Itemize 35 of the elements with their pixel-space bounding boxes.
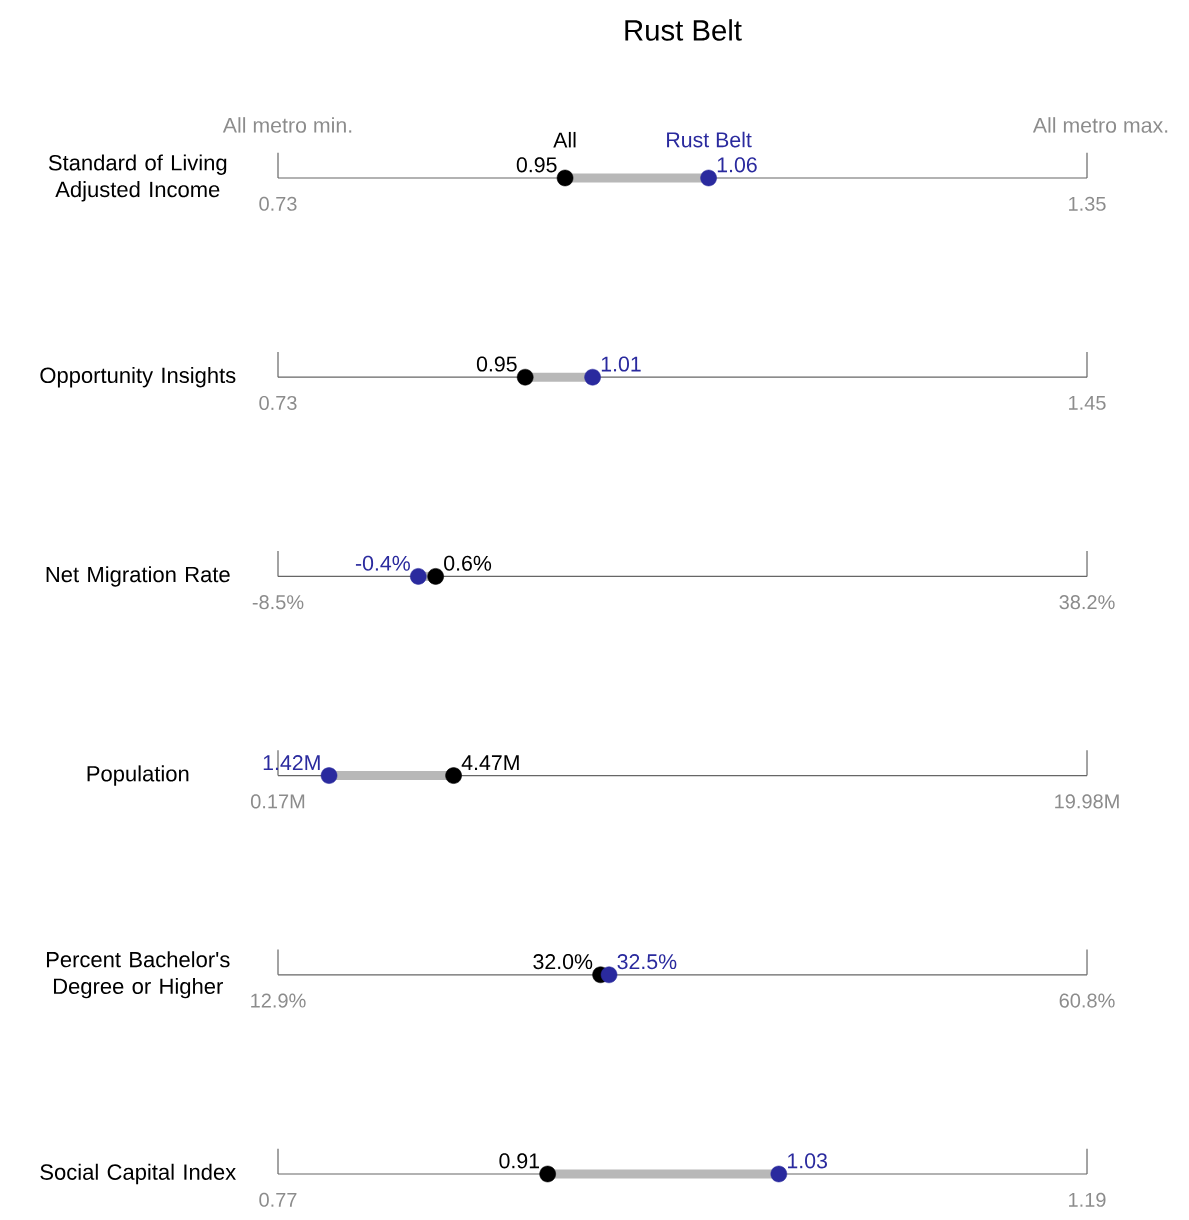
data-label: 0.95 (476, 356, 517, 372)
x-tick-label: 1.35 (1069, 196, 1106, 211)
annotation: All metro max. (1032, 117, 1168, 133)
data-label: 0.91 (499, 1153, 540, 1169)
x-tick-label: 0.73 (259, 196, 297, 211)
data-label: 4.47M (461, 755, 519, 770)
data-label: 1.03 (788, 1153, 827, 1169)
y-tick-label: Standard of Living Adjusted Income (48, 154, 227, 202)
y-tick-label: Population (87, 765, 189, 786)
data-label: 0.95 (516, 157, 557, 173)
y-tick-label: Percent Bachelor's Degree or Higher (47, 951, 230, 999)
data-label: 32.5% (617, 954, 677, 970)
x-tick-label: -8.5% (252, 595, 304, 610)
x-tick-label: 1.19 (1069, 1192, 1106, 1207)
y-tick-label: Net Migration Rate (46, 566, 230, 587)
series-label: All (553, 131, 576, 148)
series-label: Rust Belt (667, 131, 752, 148)
data-label: 1.01 (601, 356, 641, 372)
y-tick-label: Social Capital Index (40, 1163, 236, 1185)
data-label: -0.4% (355, 555, 410, 571)
x-tick-label: 19.98M (1055, 794, 1119, 809)
x-tick-label: 12.9% (251, 993, 306, 1008)
data-label: 0.6% (444, 555, 492, 571)
x-tick-label: 0.77 (259, 1192, 297, 1207)
data-label: 1.06 (717, 157, 757, 173)
x-tick-label: 38.2% (1059, 595, 1115, 610)
x-tick-label: 0.73 (259, 395, 297, 411)
x-tick-label: 1.45 (1069, 395, 1106, 410)
chart-title: Rust Belt (625, 19, 742, 41)
y-tick-label: Opportunity Insights (40, 366, 236, 388)
annotation: All metro min. (222, 117, 352, 133)
x-tick-label: 0.17M (250, 794, 305, 809)
data-label: 32.0% (533, 954, 593, 970)
data-label: 1.42M (263, 755, 320, 770)
x-tick-label: 60.8% (1059, 993, 1115, 1008)
